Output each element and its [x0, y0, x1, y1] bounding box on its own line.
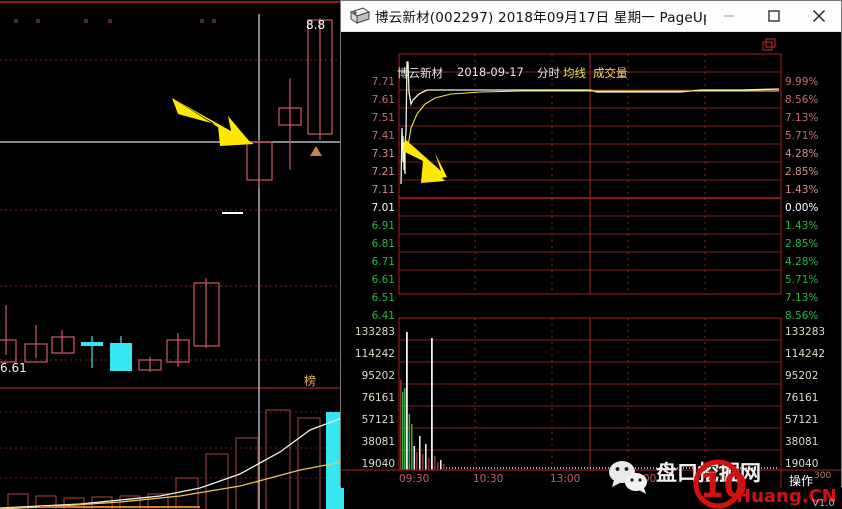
price-label-4: 7.31 [371, 148, 395, 160]
volume-label-left-1: 114242 [354, 348, 395, 360]
intraday-chart-body[interactable]: 博云新材 2018-09-17 分时 均线 成交量 7.71 7.61 7.51… [341, 32, 841, 488]
chart-window-icon [349, 5, 371, 27]
percent-label-6: 1.43% [785, 184, 819, 196]
volume-label-right-1: 114242 [785, 348, 826, 360]
price-label-1: 7.61 [371, 94, 395, 106]
percent-label-5: 2.85% [785, 166, 819, 178]
percent-label-1: 8.56% [785, 94, 819, 106]
yellow-arrow-annotation-popup [403, 139, 447, 183]
time-label-2: 13:00 [550, 473, 581, 485]
close-button[interactable] [796, 2, 841, 31]
minimize-icon [723, 15, 734, 17]
volume-label-right-3: 76161 [785, 392, 819, 404]
volume-label-left-2: 95202 [361, 370, 395, 382]
chart-volume-label[interactable]: 成交量 [593, 66, 628, 80]
volume-label-right-4: 57121 [785, 414, 819, 426]
time-label-1: 10:30 [473, 473, 504, 485]
intraday-chart-svg [341, 32, 841, 488]
stamp-icon: 10 [693, 459, 747, 509]
svg-text:10: 10 [700, 466, 747, 506]
price-label-7: 7.01 [371, 202, 395, 214]
bg-low-label: 6.61 [0, 361, 27, 375]
volume-bars [400, 332, 445, 470]
price-label-13: 6.41 [371, 310, 395, 322]
minimize-button[interactable] [706, 2, 751, 31]
price-label-10: 6.71 [371, 256, 395, 268]
percent-label-10: 4.28% [785, 256, 819, 268]
operation-button[interactable]: 操作 [789, 474, 814, 488]
percent-label-8: 1.43% [785, 220, 819, 232]
volume-label-left-0: 133283 [354, 326, 395, 338]
price-label-2: 7.51 [371, 112, 395, 124]
price-label-11: 6.61 [371, 274, 395, 286]
percent-label-13: 8.56% [785, 310, 819, 322]
volume-label-left-3: 76161 [361, 392, 395, 404]
signal-triangle-marker [310, 146, 322, 156]
chart-mode-label: 分时 [537, 66, 560, 80]
watermark-small-number: 300 [814, 471, 831, 481]
close-icon [812, 10, 825, 22]
percent-label-7: 0.00% [785, 202, 819, 214]
price-label-12: 6.51 [371, 292, 395, 304]
time-label-4: 15:00 [703, 473, 734, 485]
bg-price-label: 8.8 [306, 18, 326, 32]
wechat-icon [609, 461, 647, 494]
price-label-5: 7.21 [371, 166, 395, 178]
intraday-chart-window[interactable]: 博云新材(002297) 2018年09月17日 星期一 PageUp/Dow.… [340, 0, 842, 488]
restore-icon [762, 38, 776, 51]
window-titlebar[interactable]: 博云新材(002297) 2018年09月17日 星期一 PageUp/Dow.… [341, 1, 841, 32]
price-label-6: 7.11 [371, 184, 395, 196]
percent-label-9: 2.85% [785, 238, 819, 250]
volume-label-left-4: 57121 [361, 414, 395, 426]
percent-label-11: 5.71% [785, 274, 819, 286]
price-label-3: 7.41 [371, 130, 395, 142]
volume-label-right-2: 95202 [785, 370, 819, 382]
chart-stock-name: 博云新材 [397, 66, 443, 80]
price-label-8: 6.91 [371, 220, 395, 232]
watermark-domain-text: Huang.CN [736, 486, 837, 507]
percent-label-0: 9.99% [785, 76, 819, 88]
volume-label-right-5: 38081 [785, 436, 819, 448]
watermark-version: V1.0 [812, 498, 835, 509]
site-watermark: 盘口挖掘网 10 Huang.CN 300 V1.0 [609, 459, 837, 509]
volume-label-left-5: 38081 [361, 436, 395, 448]
price-label-0: 7.71 [371, 76, 395, 88]
maximize-button[interactable] [751, 2, 796, 31]
volume-label-left-6: 19040 [361, 458, 395, 470]
bg-marker-label: 榜 [304, 374, 317, 388]
time-label-0: 09:30 [399, 473, 430, 485]
yellow-arrow-annotation [172, 98, 254, 146]
maximize-icon [767, 10, 780, 22]
percent-label-2: 7.13% [785, 112, 819, 124]
percent-label-4: 4.28% [785, 148, 819, 160]
percent-label-12: 7.13% [785, 292, 819, 304]
ma-line [406, 90, 779, 153]
window-title: 博云新材(002297) 2018年09月17日 星期一 PageUp/Dow.… [375, 10, 706, 26]
price-label-9: 6.81 [371, 238, 395, 250]
volume-label-right-0: 133283 [785, 326, 826, 338]
volume-label-right-6: 19040 [785, 458, 819, 470]
chart-date: 2018-09-17 [457, 65, 524, 79]
percent-label-3: 5.71% [785, 130, 819, 142]
chart-ma-label[interactable]: 均线 [563, 66, 586, 80]
